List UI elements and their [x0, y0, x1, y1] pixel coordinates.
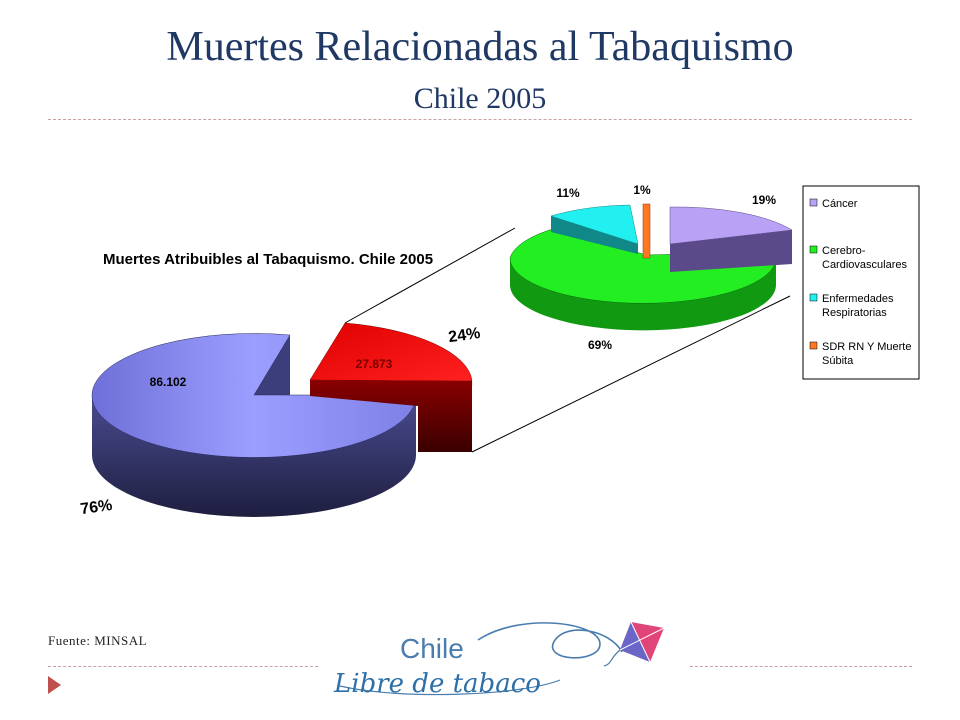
logo-text-libre-de-tabaco: Libre de tabaco	[333, 669, 541, 699]
kite-tail	[603, 649, 621, 667]
main-chart-title: Muertes Atribuibles al Tabaquismo. Chile…	[103, 251, 433, 268]
percent-label-69: 69%	[588, 338, 612, 352]
legend-label-cardiovascular-line1: Cerebro-	[822, 245, 866, 257]
pie-slice-cardiovascular-top	[509, 227, 777, 304]
pie-slice-other-causes	[91, 333, 417, 517]
legend-swatch-sids	[809, 341, 818, 350]
bullet-arrow-icon	[48, 676, 61, 694]
legend-swatch-cardiovascular	[809, 245, 818, 254]
slide-subtitle: Chile 2005	[413, 82, 547, 115]
data-label-27873: 27.873	[356, 357, 393, 371]
logo-text-chile: Chile	[400, 633, 464, 664]
legend-swatch-cancer	[809, 198, 818, 207]
pie-slice-other-causes-top	[91, 333, 417, 458]
breakdown-pie	[509, 203, 793, 331]
legend-box	[802, 185, 920, 380]
source-note: Fuente: MINSAL	[48, 633, 148, 648]
pie-slice-respiratory-top	[550, 204, 639, 245]
percent-label-76: 76%	[79, 497, 113, 518]
pie-slice-other-causes-side	[92, 395, 416, 517]
pie-slice-tobacco-top	[309, 322, 473, 382]
chart-legend: Cáncer Cerebro- Cardiovasculares Enferme…	[802, 185, 920, 380]
percent-label-19: 19%	[752, 193, 776, 207]
connector-line-bottom	[471, 295, 791, 453]
slide-title: Muertes Relacionadas al Tabaquismo	[166, 24, 794, 70]
pie-slice-tobacco-side	[310, 380, 473, 452]
percent-label-24: 24%	[447, 325, 481, 346]
legend-label-cardiovascular-line2: Cardiovasculares	[822, 259, 907, 271]
legend-label-sids-line1: SDR RN Y Muerte	[822, 341, 911, 353]
title-divider	[48, 119, 912, 120]
pie-slice-cancer-top	[669, 206, 793, 245]
legend-label-respiratory-line1: Enfermedades	[822, 293, 894, 305]
legend-label-sids-line2: Súbita	[822, 355, 854, 367]
chile-libre-de-tabaco-logo: Chile Libre de tabaco	[333, 621, 665, 699]
legend-label-cancer: Cáncer	[822, 198, 858, 210]
data-label-86102: 86.102	[150, 375, 187, 389]
percent-label-11: 11%	[556, 186, 580, 200]
connector-line-top	[344, 227, 516, 324]
footer-divider-right	[690, 666, 912, 667]
logo-swirl	[477, 622, 623, 659]
pie-slice-tobacco-attributable	[309, 322, 473, 452]
pie-slice-respiratory-side	[551, 216, 638, 254]
logo-underline	[339, 679, 561, 696]
percent-label-1: 1%	[633, 183, 651, 197]
legend-swatch-respiratory	[809, 293, 818, 302]
footer-divider-left	[48, 666, 318, 667]
pie-slice-sids	[642, 203, 651, 259]
legend-label-respiratory-line2: Respiratorias	[822, 307, 887, 319]
